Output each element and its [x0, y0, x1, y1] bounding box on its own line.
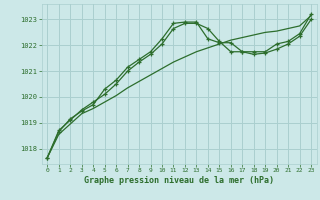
X-axis label: Graphe pression niveau de la mer (hPa): Graphe pression niveau de la mer (hPa)	[84, 176, 274, 185]
